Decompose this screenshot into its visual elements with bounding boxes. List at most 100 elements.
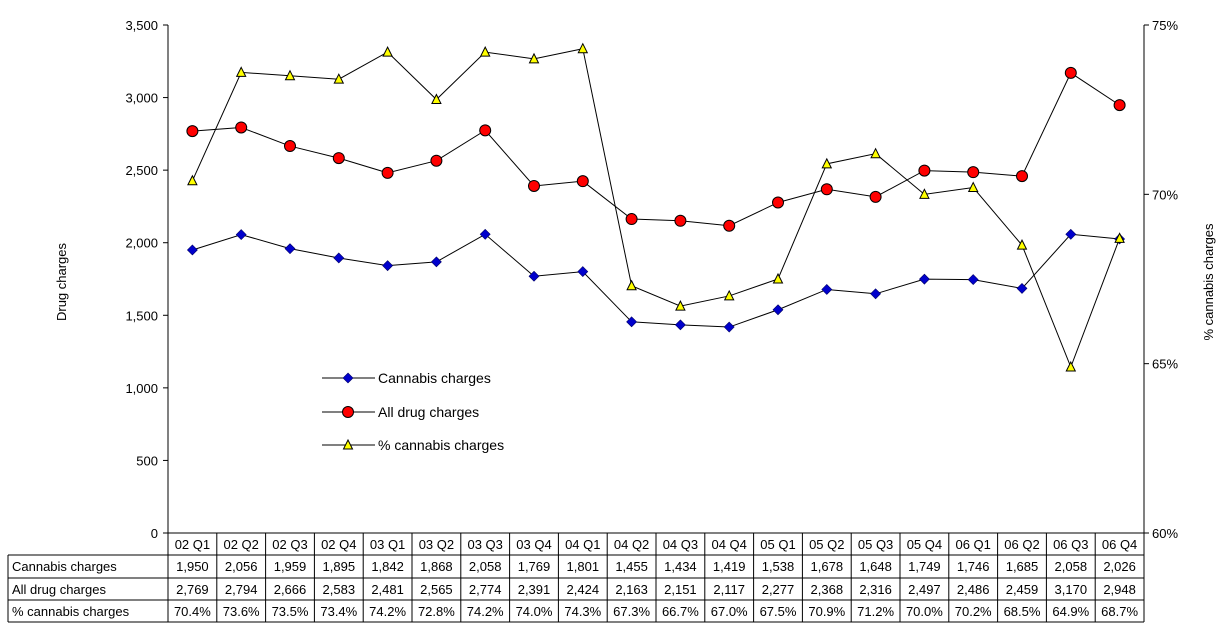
data-point — [430, 154, 443, 167]
series-line — [191, 48, 1121, 369]
table-cell: 1,868 — [420, 559, 453, 574]
data-point — [918, 273, 930, 285]
data-point — [821, 157, 833, 169]
table-cell: 2,117 — [713, 582, 745, 597]
legend-marker — [342, 406, 354, 418]
y-tick-label: 2,000 — [125, 236, 158, 251]
table-cell: 74.0% — [516, 604, 553, 619]
data-point — [577, 42, 589, 54]
legend-entry: Cannabis charges — [378, 370, 491, 386]
data-point — [235, 66, 247, 77]
table-cell: 1,895 — [323, 559, 356, 574]
data-point — [284, 140, 296, 153]
series-markers — [186, 42, 1126, 372]
table-cell: 1,959 — [274, 559, 307, 574]
table-cell: 67.5% — [760, 604, 797, 619]
data-point — [967, 274, 979, 286]
table-cell: 1,746 — [957, 559, 990, 574]
table-cell: 2,277 — [762, 582, 795, 597]
legend-marker — [342, 372, 354, 384]
y-tick-label: 2,500 — [125, 163, 158, 178]
data-point — [723, 219, 736, 232]
data-point — [870, 288, 882, 300]
data-point — [919, 188, 930, 199]
series-lines — [191, 48, 1121, 369]
table-cell: 1,749 — [908, 559, 941, 574]
category-label: 05 Q3 — [858, 537, 893, 552]
data-point — [479, 45, 491, 57]
table-cell: 1,434 — [664, 559, 697, 574]
data-point — [626, 316, 638, 328]
table-cell: 2,424 — [567, 582, 600, 597]
table-cell: 2,056 — [225, 559, 258, 574]
data-point — [479, 228, 491, 240]
category-label: 03 Q2 — [419, 537, 454, 552]
table-cell: 68.5% — [1004, 604, 1041, 619]
table-cell: 2,774 — [469, 582, 502, 597]
data-point — [1114, 232, 1125, 243]
data-point — [674, 319, 686, 331]
table-cell: 1,842 — [371, 559, 404, 574]
table-cell: 2,151 — [664, 582, 697, 597]
legend-entry: % cannabis charges — [378, 437, 504, 453]
y-tick-label: 1,500 — [125, 308, 158, 323]
data-point — [870, 147, 881, 159]
category-label: 03 Q1 — [370, 537, 405, 552]
table-cell: 2,794 — [225, 582, 258, 597]
data-point — [333, 252, 345, 264]
table-cell: 1,678 — [811, 559, 844, 574]
table-cell: 3,170 — [1055, 582, 1088, 597]
table-cell: 70.4% — [174, 604, 211, 619]
table-cell: 70.9% — [808, 604, 845, 619]
data-point — [186, 125, 199, 138]
table-cell: 64.9% — [1052, 604, 1089, 619]
category-label: 04 Q2 — [614, 537, 649, 552]
data-point — [577, 266, 589, 278]
table-cell: 73.4% — [320, 604, 357, 619]
table-row-label: Cannabis charges — [12, 559, 117, 574]
table-cell: 2,316 — [859, 582, 892, 597]
table-cell: 2,583 — [323, 582, 356, 597]
series-line — [192, 72, 1120, 227]
series-line — [192, 233, 1120, 328]
table-cell: 73.6% — [223, 604, 260, 619]
data-point — [1016, 283, 1028, 294]
category-label: 02 Q3 — [272, 537, 307, 552]
y2-tick-label: 70% — [1152, 187, 1178, 202]
data-point — [479, 124, 492, 137]
table-cell: 70.0% — [906, 604, 943, 619]
y-tick-label: 1,000 — [125, 381, 158, 396]
data-point — [1065, 228, 1077, 240]
category-label: 04 Q3 — [663, 537, 698, 552]
data-table-text: 02 Q1 02 Q2 02 Q3 02 Q4 03 Q1 03 Q2 03 Q3 03 Q4… — [12, 537, 1138, 619]
category-label: 04 Q4 — [711, 537, 746, 552]
data-point — [674, 214, 687, 227]
data-point — [284, 243, 296, 255]
table-cell: 2,058 — [469, 559, 502, 574]
table-cell: 1,685 — [1006, 559, 1039, 574]
table-cell: 74.3% — [564, 604, 601, 619]
y-axis-title: Drug charges — [54, 242, 69, 321]
y-tick-label: 3,500 — [125, 18, 158, 33]
legend-marker — [342, 438, 354, 450]
data-point — [430, 256, 442, 268]
table-cell: 71.2% — [857, 604, 894, 619]
table-cell: 67.0% — [711, 604, 748, 619]
table-cell: 68.7% — [1101, 604, 1138, 619]
table-cell: 1,801 — [567, 559, 600, 574]
data-point — [382, 260, 394, 272]
table-cell: 1,538 — [762, 559, 795, 574]
table-cell: 2,163 — [615, 582, 648, 597]
table-cell: 2,368 — [811, 582, 844, 597]
data-point — [382, 45, 393, 57]
data-point — [431, 93, 442, 105]
data-point — [626, 279, 637, 291]
category-label: 06 Q1 — [955, 537, 990, 552]
data-point — [1016, 239, 1028, 250]
category-label: 05 Q1 — [760, 537, 795, 552]
data-point — [772, 272, 784, 284]
table-cell: 74.2% — [467, 604, 504, 619]
data-point — [869, 190, 882, 203]
y-tick-label: 0 — [151, 526, 158, 541]
table-cell: 2,565 — [420, 582, 453, 597]
